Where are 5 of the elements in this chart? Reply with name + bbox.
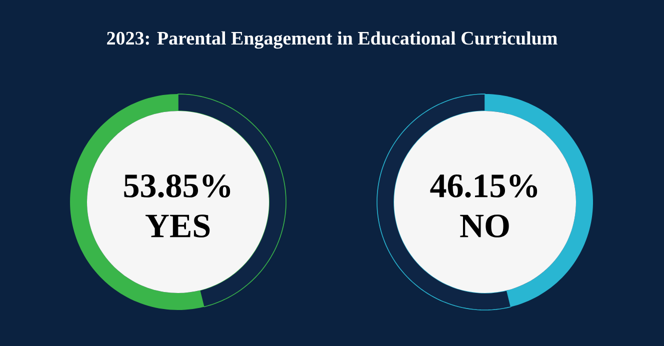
data-label: 46.15% [430,174,538,198]
text: 2023: Parental Engagement in Educational Curriculum [107,31,558,49]
slice-label: YES [146,214,210,238]
slice-label: NO [460,214,509,238]
data-label: 53.85% [124,174,230,198]
